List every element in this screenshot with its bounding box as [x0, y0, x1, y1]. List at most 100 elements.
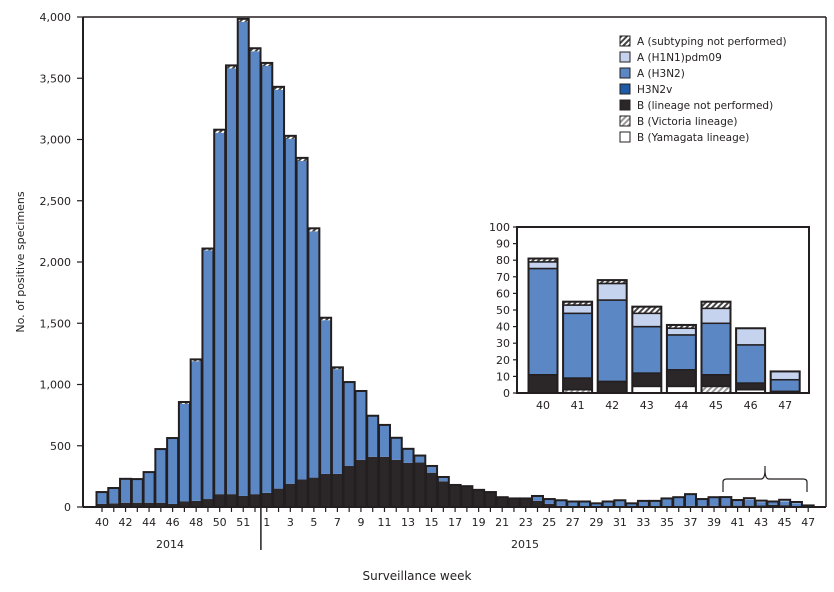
bar-week-39 — [709, 497, 720, 507]
bar-week-40 — [97, 492, 108, 507]
inset-y-tick-label: 40 — [496, 321, 510, 334]
inset-bar-segment-a-h3n2 — [771, 380, 800, 392]
bar-week-20 — [485, 492, 496, 507]
x-tick-label: 44 — [142, 516, 156, 529]
x-tick-label: 41 — [731, 516, 745, 529]
x-tick-label: 19 — [472, 516, 486, 529]
legend-item-a-h3n2: A (H3N2) — [620, 68, 685, 80]
inset-x-tick-label: 47 — [778, 399, 792, 412]
bar-week-35 — [661, 498, 672, 507]
inset-x-tick-label: 40 — [536, 399, 550, 412]
bar-week-41 — [732, 500, 743, 507]
bar-segment-b-lineage-not-performed — [403, 463, 414, 507]
inset-bar-segment-a-h3n2 — [702, 323, 731, 374]
x-tick-label: 46 — [166, 516, 180, 529]
bar-segment-a-h3n2 — [261, 66, 272, 493]
y-tick-label: 4,000 — [40, 11, 72, 24]
y-axis-label: No. of positive specimens — [14, 191, 27, 333]
x-tick-label: 37 — [684, 516, 698, 529]
bar-week-42 — [120, 479, 131, 507]
inset-bar-segment-a-h3n2 — [667, 335, 696, 370]
bar-segment-b-lineage-not-performed — [297, 479, 308, 507]
legend-swatch — [620, 100, 630, 110]
x-tick-label: 35 — [660, 516, 674, 529]
bar-week-14 — [414, 456, 425, 507]
bar-segment-a-h3n2 — [308, 231, 319, 477]
bar-week-40 — [720, 497, 731, 507]
bar-week-47 — [179, 402, 190, 507]
year-label-2014: 2014 — [156, 538, 184, 551]
bar-week-19 — [473, 490, 484, 507]
x-tick-label: 15 — [425, 516, 439, 529]
bar-segment-a-h3n2 — [403, 449, 414, 463]
bar-segment-a-h3n2 — [767, 502, 778, 505]
x-tick-label: 11 — [377, 516, 391, 529]
y-tick-label: 3,000 — [40, 134, 72, 147]
bar-week-49 — [202, 249, 213, 507]
bar-segment-a-h3n2 — [214, 133, 225, 494]
bar-week-44 — [144, 472, 155, 507]
legend-label: B (Yamagata lineage) — [637, 132, 749, 144]
x-tick-label: 50 — [213, 516, 227, 529]
x-tick-label: 17 — [448, 516, 462, 529]
bar-week-15 — [426, 466, 437, 507]
bar-segment-a-h3n2 — [202, 250, 213, 499]
legend: A (subtyping not performed) A (H1N1)pdm09… — [620, 36, 787, 144]
inset-bar-segment-a-h1n1-pdm09 — [563, 305, 592, 313]
bar-segment-a-h3n2 — [285, 139, 296, 484]
x-tick-label: 9 — [357, 516, 364, 529]
bar-week-10 — [367, 416, 378, 507]
bar-segment-b-lineage-not-performed — [473, 490, 484, 507]
bar-segment-a-h3n2 — [379, 425, 390, 457]
legend-item-a-h1n1-pdm09: A (H1N1)pdm09 — [620, 52, 722, 64]
bar-segment-a-h3n2 — [744, 500, 755, 506]
x-tick-label: 23 — [519, 516, 533, 529]
x-tick-label: 25 — [542, 516, 556, 529]
bar-segment-a-h3n2 — [720, 498, 731, 506]
x-tick-label: 51 — [236, 516, 250, 529]
inset-bar-segment-a-h3n2 — [632, 327, 661, 373]
inset-bar-week-42 — [598, 280, 627, 393]
inset-bar-segment-a-h3n2 — [598, 300, 627, 381]
inset-bar-segment-a-h1n1-pdm09 — [702, 308, 731, 323]
bar-segment-a-h3n2 — [332, 369, 343, 474]
inset-bar-week-47 — [771, 371, 800, 393]
inset-bar-segment-b-lineage-not-performed — [702, 375, 731, 387]
x-tick-label: 7 — [334, 516, 341, 529]
legend-item-a-subtyping-not-performed: A (subtyping not performed) — [620, 36, 787, 48]
bar-week-8 — [344, 382, 355, 507]
y-tick-label: 2,500 — [40, 195, 72, 208]
inset-bar-week-41 — [563, 302, 592, 393]
inset-bar-segment-a-h3n2 — [736, 345, 765, 383]
inset-y-tick-label: 20 — [496, 354, 510, 367]
inset-y-tick-label: 70 — [496, 271, 510, 284]
inset-y-tick-label: 100 — [489, 221, 510, 234]
bar-segment-b-lineage-not-performed — [414, 463, 425, 507]
x-tick-label: 5 — [310, 516, 317, 529]
bar-segment-b-lineage-not-performed — [250, 494, 261, 507]
bar-week-24 — [532, 496, 543, 507]
bar-week-46 — [167, 438, 178, 507]
bar-segment-b-lineage-not-performed — [320, 474, 331, 507]
bar-week-11 — [379, 425, 390, 507]
bar-segment-a-h3n2 — [297, 161, 308, 480]
x-tick-label: 27 — [566, 516, 580, 529]
bar-segment-a-h3n2 — [273, 90, 284, 489]
bar-week-48 — [191, 359, 202, 507]
x-tick-label: 40 — [95, 516, 109, 529]
x-tick-label: 43 — [754, 516, 768, 529]
bar-week-42 — [744, 498, 755, 507]
legend-swatch — [620, 36, 630, 46]
inset-bar-segment-a-h1n1-pdm09 — [632, 313, 661, 326]
legend-swatch — [620, 68, 630, 78]
bar-segment-a-h3n2 — [155, 449, 166, 503]
bar-week-51 — [226, 65, 237, 507]
legend-item-h3n2v: H3N2v — [620, 84, 672, 96]
bar-segment-a-h3n2 — [732, 501, 743, 506]
y-tick-label: 1,500 — [40, 317, 72, 330]
bar-segment-a-h3n2 — [250, 51, 261, 494]
bar-week-5 — [308, 228, 319, 507]
inset-x-tick-label: 41 — [571, 399, 585, 412]
inset-bar-segment-a-h1n1-pdm09 — [667, 328, 696, 335]
